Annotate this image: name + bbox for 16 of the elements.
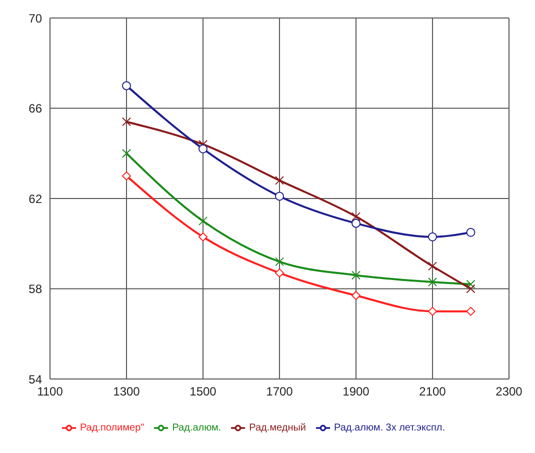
x-tick-label: 1300 [113, 384, 140, 399]
x-tick-label: 1500 [190, 384, 217, 399]
legend-label: Рад.алюм. [172, 422, 222, 434]
x-tick-label: 1900 [342, 384, 370, 399]
x-tick-label: 1700 [266, 384, 294, 399]
legend-label: Рад.полимер" [80, 422, 144, 434]
y-tick-label: 58 [28, 282, 42, 296]
x-tick-label: 1100 [37, 384, 64, 399]
y-tick-label: 54 [28, 372, 42, 386]
legend-label: Рад.алюм. 3х лет.экспл. [334, 422, 446, 434]
y-tick-label: 62 [28, 192, 42, 206]
y-tick-label: 70 [28, 11, 42, 26]
y-tick-label: 66 [28, 102, 42, 116]
legend-label: Рад.медный [249, 422, 306, 434]
x-tick-label: 2300 [496, 384, 523, 399]
x-tick-label: 2100 [419, 384, 446, 399]
